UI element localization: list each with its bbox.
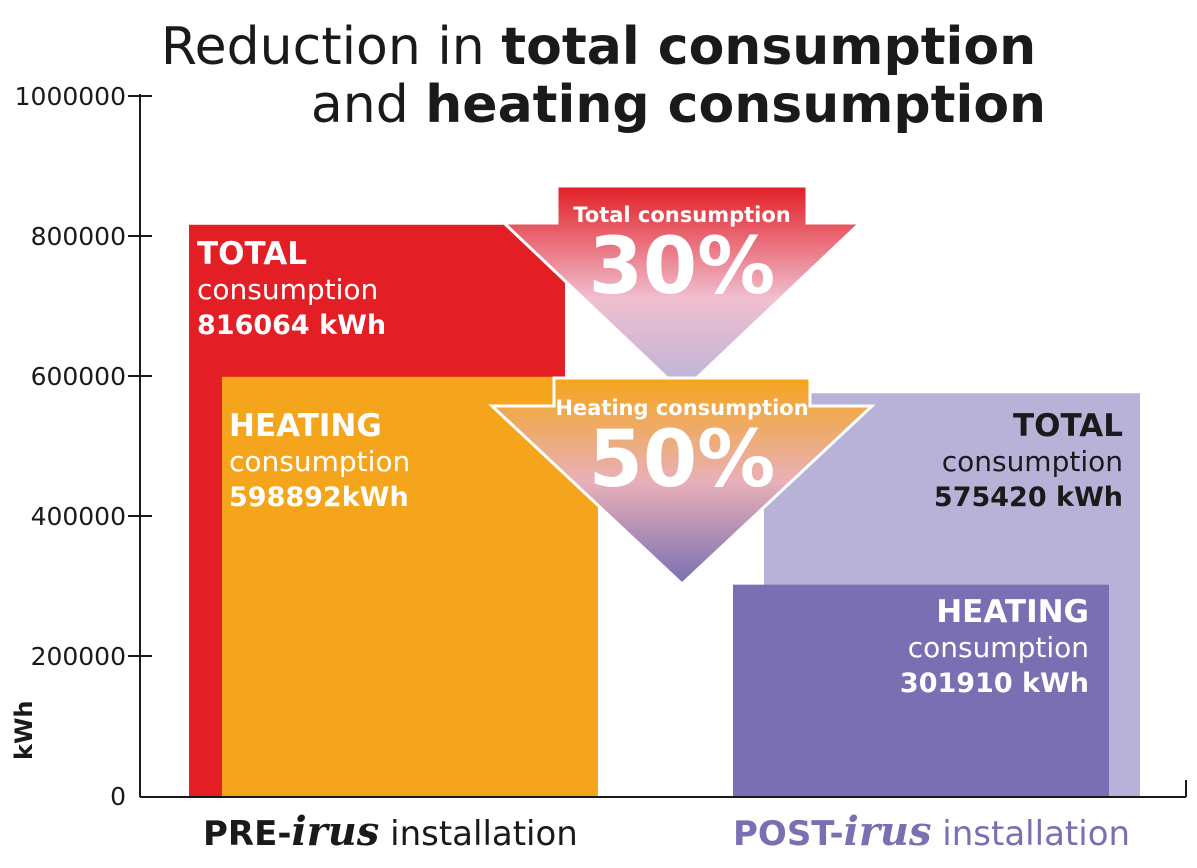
annotation-total-label: Total consumption bbox=[573, 203, 791, 227]
x-label-pre-suffix: installation bbox=[379, 814, 578, 854]
label-post-total-value: 575420 kWh bbox=[933, 481, 1123, 513]
annotation-heating: Heating consumption 50% bbox=[548, 396, 816, 500]
arrow-heating bbox=[488, 376, 876, 587]
y-axis-title: kWh bbox=[10, 700, 38, 760]
label-post-heating: HEATING consumption 301910 kWh bbox=[900, 594, 1089, 699]
label-pre-total-sub: consumption bbox=[197, 272, 379, 306]
label-pre-heating-value: 598892kWh bbox=[229, 481, 409, 513]
y-tick-label: 0 bbox=[110, 782, 126, 811]
label-pre-heating-sub: consumption bbox=[229, 444, 411, 478]
label-post-total-sub: consumption bbox=[941, 444, 1123, 478]
y-tick-label: 400000 bbox=[31, 502, 126, 531]
title-pre: Reduction in bbox=[160, 17, 502, 77]
label-pre-total-value: 816064 kWh bbox=[197, 309, 387, 341]
x-label-pre-brand: irus bbox=[291, 808, 380, 855]
y-tick-label: 200000 bbox=[31, 642, 126, 671]
title-bold-heating: heating consumption bbox=[425, 75, 1047, 135]
arrow-total bbox=[500, 184, 864, 395]
x-label-pre-prefix: PRE- bbox=[203, 814, 292, 854]
chart-title: Reduction in total consumption and heati… bbox=[0, 18, 1197, 134]
y-tick-label: 600000 bbox=[31, 362, 126, 391]
annotation-total: Total consumption 30% bbox=[560, 203, 804, 307]
y-tick-label: 1000000 bbox=[15, 82, 126, 111]
annotation-heating-pct: 50% bbox=[588, 415, 776, 505]
annotation-total-pct: 30% bbox=[588, 222, 776, 312]
label-pre-heating-title: HEATING bbox=[229, 408, 382, 444]
label-pre-heating: HEATING consumption 598892kWh bbox=[229, 408, 410, 513]
label-post-heating-sub: consumption bbox=[907, 630, 1089, 664]
label-post-total: TOTAL consumption 575420 kWh bbox=[934, 408, 1123, 513]
bar-post-heating bbox=[733, 584, 1109, 796]
x-label-pre: PRE-irus installation bbox=[203, 808, 578, 855]
title-bold-total: total consumption bbox=[501, 17, 1037, 77]
label-post-total-title: TOTAL bbox=[1013, 408, 1123, 444]
label-pre-total: TOTAL consumption 816064 kWh bbox=[197, 236, 386, 341]
y-tick-label: 800000 bbox=[31, 222, 126, 251]
x-label-post-brand: irus bbox=[843, 808, 932, 855]
annotation-heating-label: Heating consumption bbox=[555, 396, 809, 420]
x-label-post-prefix: POST- bbox=[733, 814, 844, 854]
label-post-heating-title: HEATING bbox=[936, 594, 1089, 630]
x-label-post-suffix: installation bbox=[931, 814, 1131, 854]
label-post-heating-value: 301910 kWh bbox=[899, 667, 1089, 699]
title-line2-pre: and bbox=[310, 75, 426, 135]
label-pre-total-title: TOTAL bbox=[197, 236, 307, 272]
x-label-post: POST-irus installation bbox=[733, 808, 1130, 855]
